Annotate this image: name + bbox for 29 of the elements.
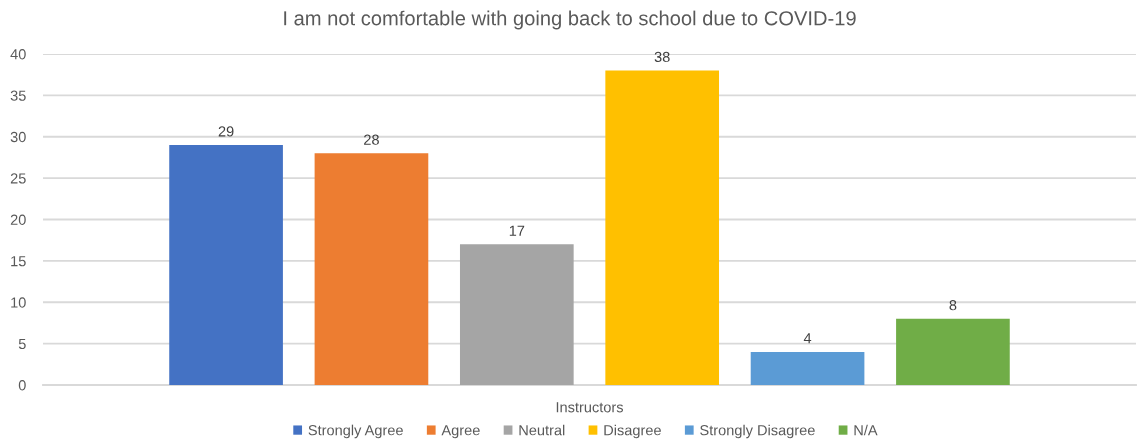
y-tick-label: 25 <box>10 173 26 184</box>
data-label: 38 <box>654 51 670 63</box>
legend-label: Strongly Agree <box>308 424 403 439</box>
bar <box>459 244 574 385</box>
legend-label: Agree <box>441 425 480 439</box>
bar <box>169 145 283 385</box>
data-label: 29 <box>218 126 234 137</box>
legend-label: Disagree <box>604 424 661 439</box>
bar <box>605 70 720 385</box>
y-tick-label: 35 <box>10 90 26 101</box>
data-label: 28 <box>364 134 379 145</box>
x-tick-label: Instructors <box>556 402 624 413</box>
bar <box>750 351 865 385</box>
bar <box>896 318 1010 385</box>
data-label: 8 <box>949 300 957 311</box>
legend-label: Neutral <box>519 424 565 436</box>
y-tick-label: 0 <box>18 380 26 391</box>
y-tick-label: 20 <box>10 214 26 225</box>
y-tick-label: 5 <box>18 338 26 350</box>
y-tick-label: 15 <box>11 256 26 267</box>
bar <box>314 153 429 385</box>
y-tick-label: 30 <box>10 131 26 143</box>
legend-label: Strongly Disagree <box>700 424 815 439</box>
y-tick-label: 40 <box>10 49 26 60</box>
data-label: 17 <box>509 225 525 236</box>
legend-label: N/A <box>854 424 878 436</box>
y-tick-label: 10 <box>11 297 26 308</box>
data-label: 4 <box>803 333 812 344</box>
chart-title: I am not comfortable with going back to school due to COVID-19 <box>284 10 856 30</box>
